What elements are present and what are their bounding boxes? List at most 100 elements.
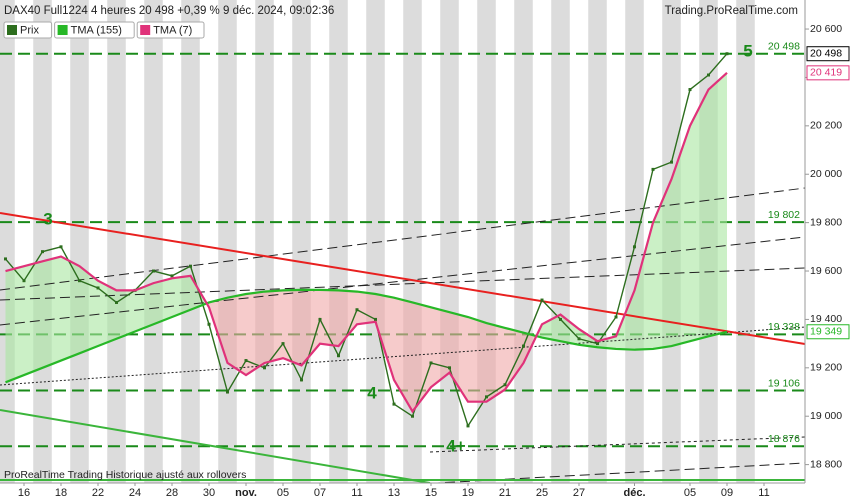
trend-line	[0, 409, 431, 484]
day-stripe	[218, 0, 237, 483]
price-point	[411, 414, 414, 418]
price-point	[189, 264, 192, 268]
x-tick-label: 24	[129, 487, 141, 499]
price-point	[152, 269, 155, 273]
x-tick-label: 09	[721, 487, 733, 499]
level-label: 19 106	[768, 377, 800, 389]
plot: 20 498 19 802 19 338 19 106 18 876 3 4 4+ 5	[4, 41, 800, 455]
price-point	[559, 317, 562, 321]
price-point	[41, 250, 44, 254]
day-stripe	[551, 0, 570, 483]
price-point	[4, 257, 7, 261]
price-point	[207, 322, 211, 326]
x-tick-label: 11	[351, 487, 362, 499]
series-line	[5, 288, 728, 384]
price-point	[337, 354, 340, 358]
x-tick-label: 28	[166, 487, 178, 499]
day-stripe	[255, 0, 274, 483]
x-tick-label: 16	[18, 487, 30, 499]
legend-box	[136, 21, 205, 39]
price-point	[466, 424, 470, 428]
price-point	[392, 402, 396, 406]
series-line	[5, 72, 728, 414]
price-point	[59, 245, 63, 249]
y-tick-label: 19 800	[810, 216, 842, 228]
x-tick-label: 21	[499, 487, 511, 499]
trend-lines	[0, 187, 806, 486]
x-tick-label: déc.	[623, 487, 645, 499]
x-tick-label: 18	[55, 487, 67, 499]
level-label: 19 338	[768, 321, 800, 333]
day-stripe	[33, 0, 52, 483]
y-tick-label: 20 000	[810, 168, 842, 180]
x-tick-label: 25	[536, 487, 548, 499]
price-point	[263, 366, 266, 370]
price-point	[281, 342, 285, 346]
price-point	[244, 359, 248, 363]
channel-line	[0, 187, 806, 291]
y-tick-label: 19 200	[810, 362, 842, 374]
price-tag	[806, 65, 850, 81]
level-label: 18 876	[768, 433, 800, 445]
price-point	[78, 279, 81, 283]
price-point	[355, 308, 359, 312]
price-tag	[806, 324, 850, 340]
day-stripe	[366, 0, 385, 483]
chart-title: DAX40 Full1224 4 heures 20 498 +0,39 % 9…	[4, 5, 334, 17]
price-tag-label: 19 349	[810, 326, 842, 338]
price-point	[485, 395, 488, 399]
band-fill-up	[5, 72, 727, 383]
resistance-line	[0, 212, 806, 345]
day-stripe	[329, 0, 348, 483]
x-tick-label: 15	[425, 487, 437, 499]
price-point	[226, 390, 229, 394]
source: Trading.ProRealTime.com	[665, 5, 798, 17]
y-tick-label: 20 600	[810, 23, 842, 35]
price-point	[540, 298, 544, 302]
level-label: 19 802	[768, 209, 800, 221]
y-tick-label: 19 600	[810, 265, 842, 277]
price-tag-label: 20 498	[810, 48, 842, 60]
y-tick-label: 20 200	[810, 120, 842, 132]
y-tick-label: 18 800	[810, 458, 842, 470]
price-point	[707, 73, 710, 77]
legend-label: TMA (7)	[153, 24, 192, 36]
legend-swatch	[140, 25, 151, 35]
legend-box	[54, 21, 135, 39]
price-point	[688, 88, 692, 92]
legend-swatch	[7, 25, 17, 35]
legend: Prix TMA (155) TMA (7)	[3, 21, 205, 39]
legend-item: TMA (7)	[136, 21, 205, 39]
x-tick-label: 19	[462, 487, 474, 499]
day-stripe	[588, 0, 607, 483]
price-point	[614, 315, 618, 319]
series-line	[4, 53, 728, 428]
day-stripe	[144, 0, 163, 483]
day-stripe	[107, 0, 126, 483]
price-point	[725, 52, 729, 56]
price-point	[633, 245, 636, 249]
day-stripe	[440, 0, 459, 483]
price-point	[115, 300, 118, 304]
x-tick-label: 30	[203, 487, 215, 499]
price-point	[522, 344, 525, 348]
channel-line	[399, 462, 806, 486]
legend-label: TMA (155)	[71, 24, 122, 36]
x-tick-label: 22	[92, 487, 104, 499]
x-tick-label: 05	[684, 487, 696, 499]
x-tick-label: 07	[314, 487, 326, 499]
legend-item: TMA (155)	[54, 21, 135, 39]
x-tick-label: 13	[388, 487, 400, 499]
price-point	[670, 160, 673, 164]
day-stripe	[292, 0, 311, 483]
price-point	[318, 317, 322, 321]
y-tick-label: 19 000	[810, 410, 842, 422]
price-point	[596, 342, 599, 346]
wave-label: 4+	[446, 436, 465, 455]
x-tick-label: 05	[277, 487, 289, 499]
x-tick-label: nov.	[235, 487, 257, 499]
price-point	[170, 274, 174, 278]
price-point	[374, 317, 377, 321]
